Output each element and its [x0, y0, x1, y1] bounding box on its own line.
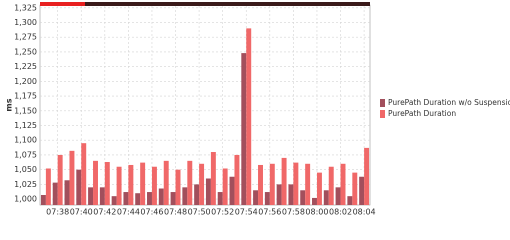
bar	[69, 150, 75, 205]
bar	[300, 190, 306, 205]
x-tick-label: 07:52	[211, 208, 234, 217]
bar	[135, 193, 141, 205]
bar	[347, 196, 353, 205]
bar	[323, 190, 329, 205]
bar	[352, 172, 358, 205]
bar	[99, 187, 105, 205]
y-tick-label: 1,025	[14, 180, 37, 189]
y-tick-label: 1,000	[14, 195, 37, 204]
bar	[217, 192, 223, 205]
header-strip	[40, 2, 370, 6]
bar	[88, 187, 94, 205]
bar	[222, 168, 228, 205]
x-tick-label: 07:40	[70, 208, 93, 217]
bar	[187, 160, 193, 205]
bar	[175, 169, 181, 205]
y-tick-label: 1,200	[14, 77, 37, 86]
x-tick-label: 07:38	[46, 208, 69, 217]
bar	[104, 162, 110, 205]
legend-swatch	[380, 110, 385, 118]
bar	[293, 162, 299, 205]
x-tick-label: 07:50	[188, 208, 211, 217]
x-tick-label: 08:04	[353, 208, 376, 217]
bar	[52, 182, 58, 205]
bar	[205, 178, 211, 205]
bar	[128, 164, 134, 205]
x-tick-label: 07:42	[93, 208, 116, 217]
y-tick-label: 1,325	[14, 3, 37, 12]
page: ms 1,000 1,025 1,050 1,075 1,100 1,125 1,150 1,…	[4, 2, 510, 217]
y-tick-label: 1,075	[14, 150, 37, 159]
bar	[276, 184, 282, 205]
bar	[151, 166, 157, 205]
y-tick-label: 1,225	[14, 62, 37, 71]
bar	[64, 180, 70, 205]
bar	[312, 197, 317, 205]
x-tick-label: 08:02	[329, 208, 352, 217]
bar	[199, 163, 205, 205]
bar	[288, 184, 294, 205]
x-tick-label: 07:54	[235, 208, 258, 217]
bar	[40, 194, 46, 205]
x-tick-label: 07:58	[282, 208, 305, 217]
legend-swatch	[380, 99, 385, 107]
legend-label: PurePath Duration w/o Suspension	[388, 98, 510, 107]
bar	[364, 147, 370, 205]
y-tick-label: 1,275	[14, 33, 37, 42]
x-tick-label: 07:48	[164, 208, 187, 217]
bar	[241, 53, 247, 206]
bar	[340, 163, 346, 205]
bar	[234, 154, 240, 205]
bar	[116, 166, 122, 205]
bar	[264, 192, 270, 205]
bar	[57, 154, 63, 205]
bar	[158, 188, 164, 205]
y-axis-label: ms	[5, 98, 14, 111]
y-tick-label: 1,250	[14, 47, 37, 56]
y-tick-label: 1,175	[14, 92, 37, 101]
bar	[269, 163, 275, 205]
bar	[258, 164, 263, 205]
bar	[253, 190, 259, 205]
bar	[45, 168, 51, 205]
bar	[246, 28, 252, 205]
x-tick-label: 08:00	[305, 208, 328, 217]
bar	[163, 160, 169, 205]
bar	[81, 143, 87, 205]
chart: ms 1,000 1,025 1,050 1,075 1,100 1,125 1,150 1,…	[5, 2, 510, 217]
bar	[93, 160, 98, 205]
bar	[229, 176, 235, 205]
y-tick-label: 1,125	[14, 121, 37, 130]
bar	[76, 169, 82, 205]
bar	[210, 152, 216, 205]
bar	[140, 162, 146, 205]
x-tick-label: 07:46	[140, 208, 163, 217]
bar	[182, 187, 188, 205]
bar	[335, 187, 341, 205]
x-tick-label: 07:44	[117, 208, 140, 217]
bar	[170, 192, 176, 205]
header-strip-highlight	[40, 2, 85, 6]
bar	[147, 192, 152, 205]
bar	[111, 196, 117, 205]
bar	[281, 157, 287, 205]
legend-label: PurePath Duration	[388, 109, 456, 118]
y-tick-label: 1,150	[14, 106, 37, 115]
y-tick-label: 1,300	[14, 18, 37, 27]
bar	[123, 192, 129, 205]
bar	[316, 172, 322, 205]
bar	[305, 163, 311, 205]
y-tick-label: 1,050	[14, 165, 37, 174]
bar	[194, 184, 200, 205]
y-tick-label: 1,100	[14, 136, 37, 145]
x-tick-label: 07:56	[258, 208, 281, 217]
bar	[359, 176, 365, 205]
bar	[328, 166, 334, 205]
